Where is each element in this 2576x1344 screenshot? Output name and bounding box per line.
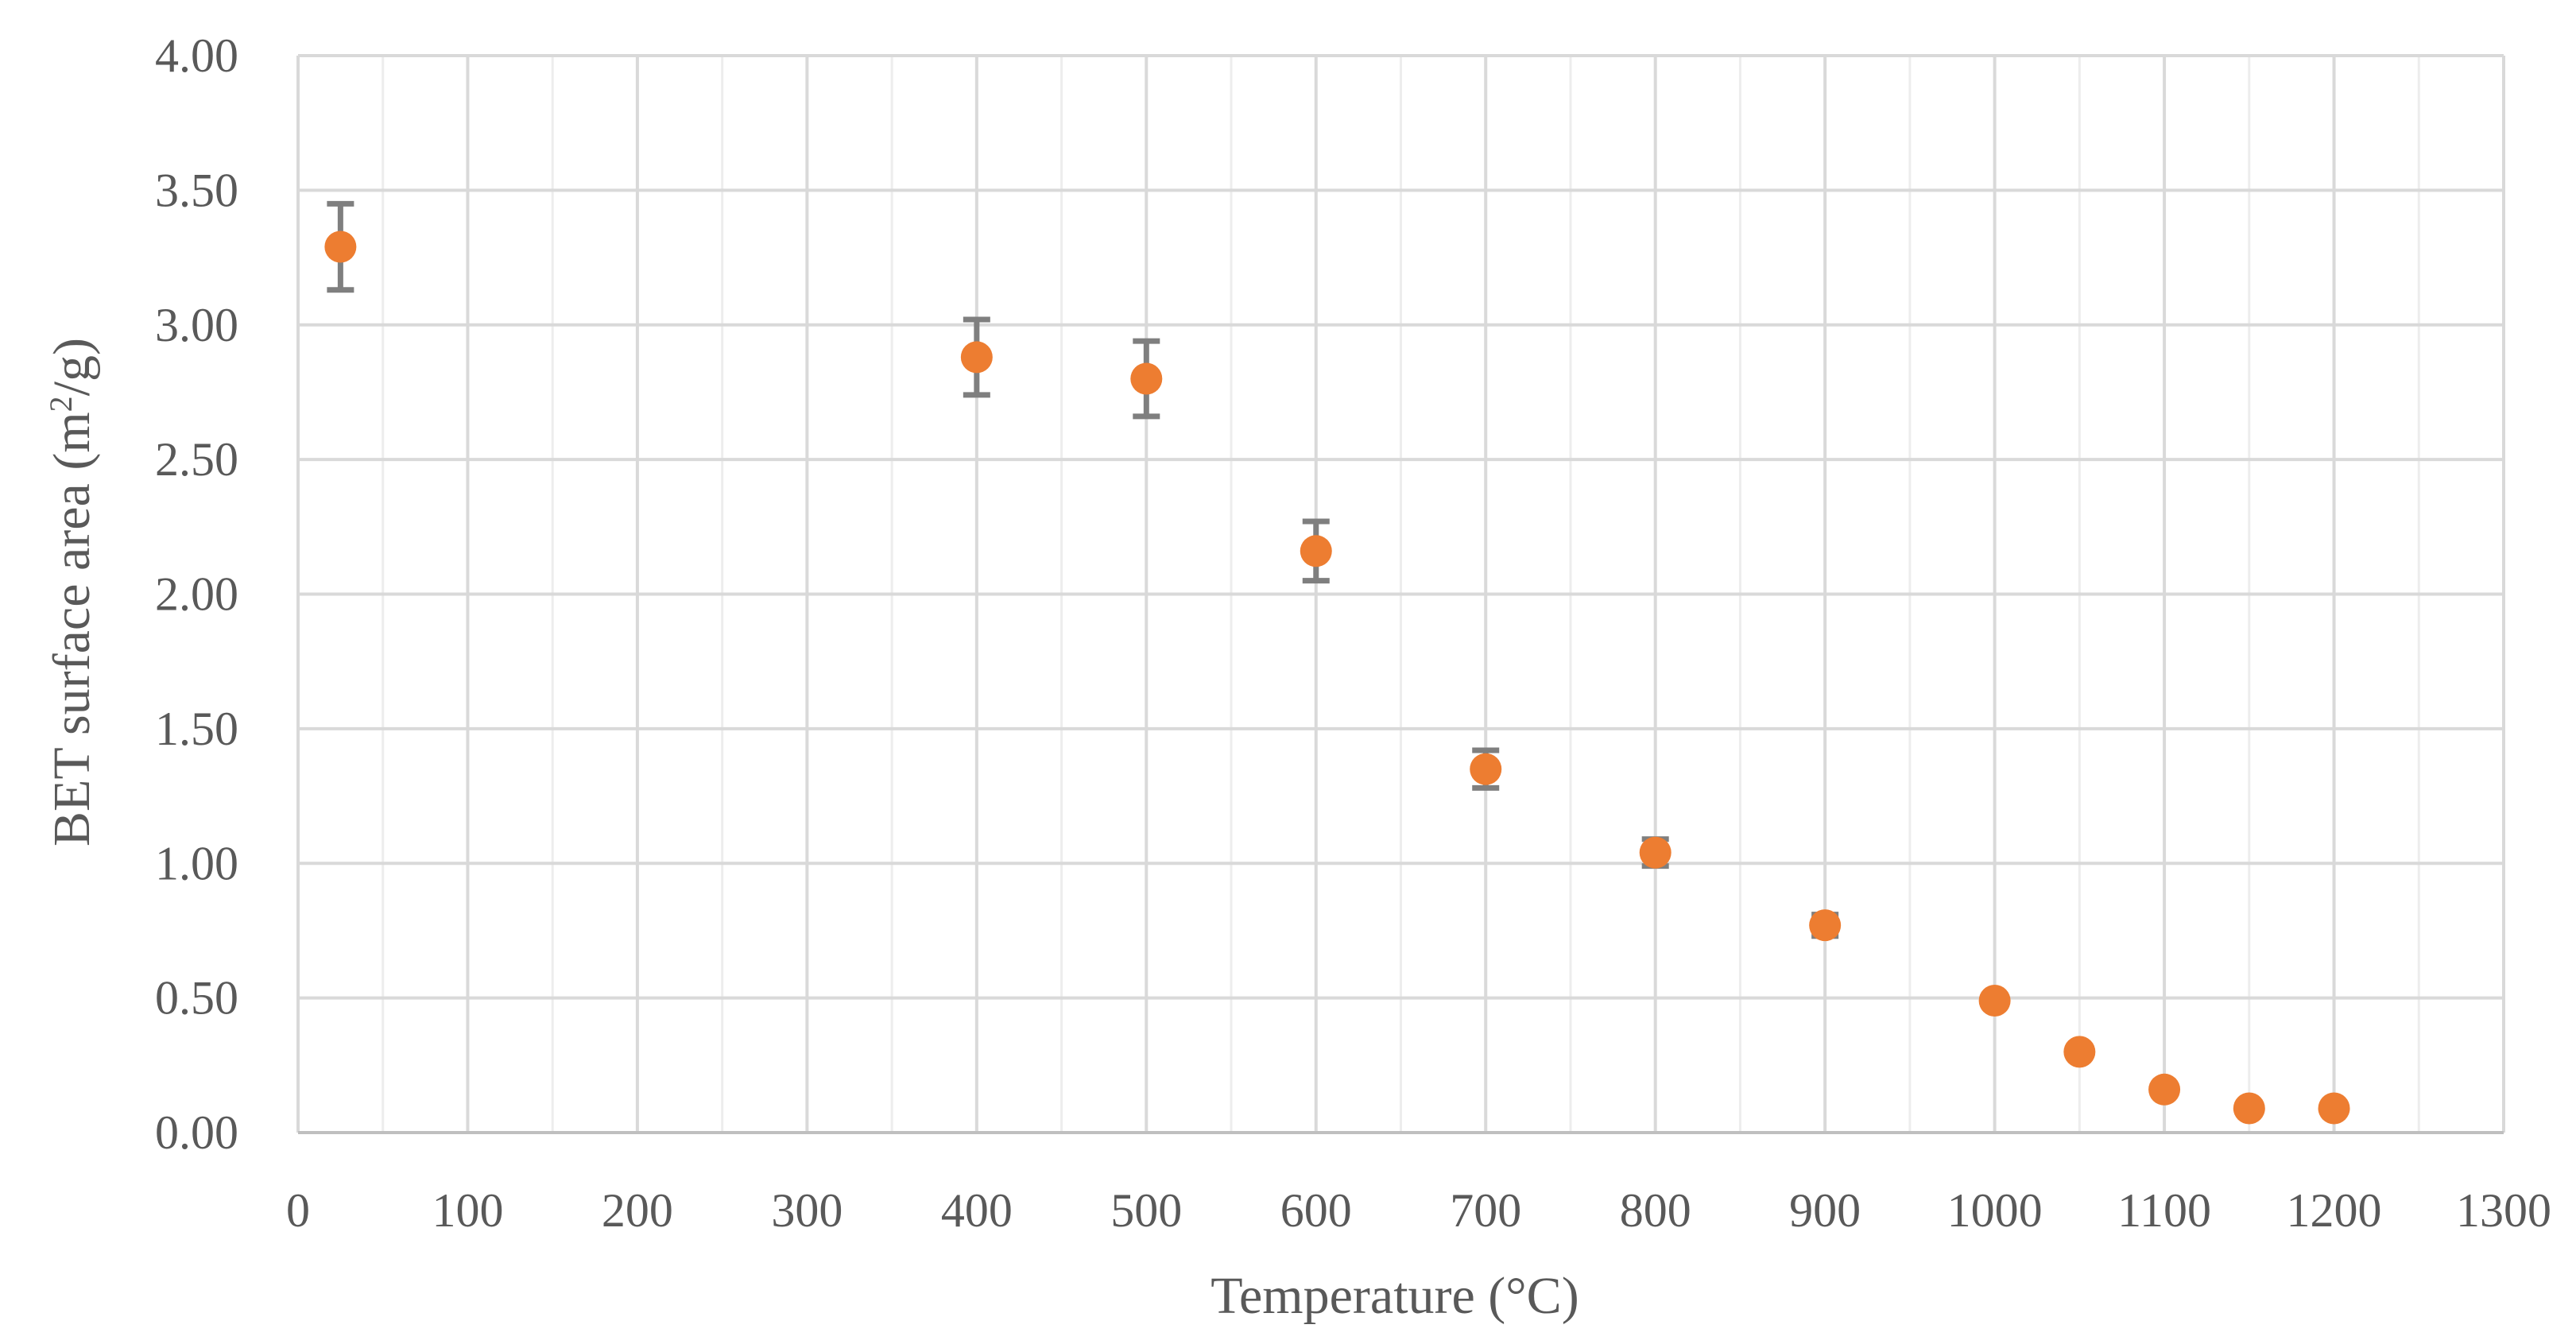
x-tick-label: 100	[432, 1184, 503, 1237]
major-gridlines	[296, 54, 2505, 1133]
data-point	[1639, 836, 1671, 869]
data-point	[2318, 1092, 2350, 1125]
data-point	[2233, 1092, 2265, 1125]
y-tick-label: 3.00	[155, 299, 238, 351]
x-tick-label: 400	[941, 1184, 1013, 1237]
x-tick-label: 800	[1620, 1184, 1691, 1237]
data-point	[1300, 535, 1332, 567]
data-point	[1978, 985, 2011, 1017]
y-axis-title: BET surface area (m2/g)	[43, 338, 102, 846]
y-tick-label: 2.00	[155, 568, 238, 621]
x-tick-label: 700	[1450, 1184, 1521, 1237]
y-axis-title-main: BET surface area (m	[43, 412, 101, 846]
x-tick-label: 1200	[2287, 1184, 2382, 1237]
y-tick-label: 1.00	[155, 837, 238, 889]
y-tick-label: 2.50	[155, 433, 238, 486]
x-tick-labels: 0 100 200 300 400 500 600 700 800 900 1000 1100 1200…	[286, 1184, 2551, 1237]
y-tick-labels: 0.00 0.50 1.00 1.50 2.00 2.50 3.00 3.50 4.00	[155, 29, 238, 1159]
x-tick-label: 900	[1789, 1184, 1861, 1237]
x-tick-label: 600	[1280, 1184, 1352, 1237]
x-tick-label: 0	[286, 1184, 310, 1237]
x-tick-label: 1000	[1947, 1184, 2043, 1237]
y-axis-title-tail: /g)	[43, 338, 101, 396]
x-tick-label: 1300	[2456, 1184, 2551, 1237]
x-axis-title: Temperature (°C)	[1211, 1267, 1579, 1325]
y-tick-label: 0.50	[155, 972, 238, 1024]
data-markers	[324, 230, 2350, 1125]
data-point	[2148, 1073, 2181, 1106]
data-point	[324, 230, 357, 263]
x-tick-label: 300	[771, 1184, 843, 1237]
data-point	[1809, 909, 1842, 942]
x-tick-label: 1100	[2117, 1184, 2211, 1237]
y-tick-label: 4.00	[155, 29, 238, 82]
data-point	[960, 341, 993, 374]
x-tick-label: 500	[1110, 1184, 1182, 1237]
y-axis-title-superscript: 2	[43, 396, 79, 412]
y-tick-label: 1.50	[155, 703, 238, 755]
data-point	[2063, 1036, 2096, 1068]
x-tick-label: 200	[602, 1184, 673, 1237]
y-tick-label: 0.00	[155, 1106, 238, 1159]
y-tick-label: 3.50	[155, 164, 238, 216]
data-point	[1130, 362, 1163, 395]
data-point	[1470, 753, 1502, 785]
